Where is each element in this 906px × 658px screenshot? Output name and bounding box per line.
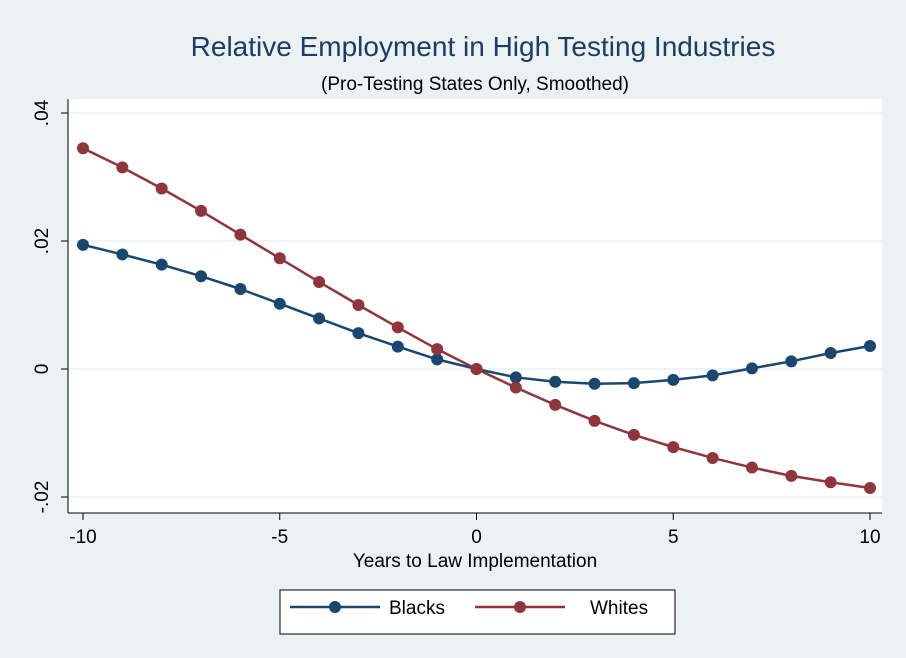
legend-marker-blacks: [329, 601, 341, 613]
legend: Blacks Whites: [279, 589, 676, 635]
x-tick-label: 0: [471, 527, 482, 548]
data-point-blacks: [785, 355, 798, 368]
data-point-whites: [116, 161, 129, 174]
x-tick-label: 10: [859, 527, 880, 548]
data-point-whites: [706, 451, 719, 464]
data-point-whites: [588, 414, 601, 427]
x-tick-label: -10: [69, 527, 96, 548]
data-point-blacks: [667, 373, 680, 386]
chart-title: Relative Employment in High Testing Indu…: [191, 31, 776, 62]
data-point-blacks: [313, 312, 326, 325]
data-point-whites: [273, 252, 286, 265]
data-point-blacks: [745, 362, 758, 375]
data-point-whites: [470, 363, 483, 375]
data-point-whites: [549, 398, 562, 411]
data-point-whites: [627, 428, 640, 441]
data-point-blacks: [77, 238, 89, 251]
data-point-blacks: [273, 297, 286, 310]
data-point-whites: [864, 482, 876, 495]
data-point-blacks: [234, 283, 247, 295]
data-point-whites: [431, 343, 444, 356]
data-point-whites: [785, 469, 798, 482]
data-point-blacks: [352, 327, 365, 340]
data-point-whites: [195, 204, 208, 217]
data-point-whites: [824, 476, 837, 489]
plot-area: [68, 99, 882, 513]
y-tick-label: 0: [32, 364, 53, 375]
legend-marker-whites: [514, 601, 526, 613]
data-point-blacks: [549, 375, 562, 388]
y-tick-label: -.02: [32, 481, 53, 514]
data-point-whites: [234, 228, 247, 241]
data-point-blacks: [431, 353, 444, 366]
data-point-whites: [391, 321, 404, 334]
y-tick-label: .02: [32, 228, 53, 254]
data-point-whites: [155, 182, 168, 195]
series-layer: [77, 142, 876, 495]
data-point-blacks: [824, 347, 837, 359]
data-point-whites: [352, 299, 365, 311]
data-point-blacks: [864, 339, 876, 352]
data-point-blacks: [155, 258, 168, 271]
x-tick-label: 5: [668, 527, 679, 548]
x-tick-label: -5: [271, 527, 288, 548]
legend-label-blacks: Blacks: [389, 598, 445, 619]
data-point-blacks: [195, 270, 208, 283]
y-axis-ticks: -.02 0 .02 .04: [32, 99, 68, 513]
data-point-whites: [667, 441, 680, 454]
data-point-blacks: [588, 377, 601, 390]
y-tick-label: .04: [32, 99, 53, 126]
x-axis-ticks: -10 -5 0 5 10: [69, 513, 881, 548]
data-point-blacks: [116, 248, 129, 261]
data-point-whites: [313, 275, 326, 288]
x-axis-label: Years to Law Implementation: [353, 551, 597, 572]
legend-label-whites: Whites: [590, 598, 648, 619]
data-point-blacks: [627, 377, 640, 390]
data-point-whites: [509, 381, 522, 394]
chart-subtitle: (Pro-Testing States Only, Smoothed): [321, 74, 629, 95]
data-point-blacks: [509, 371, 522, 384]
legend-box: [279, 589, 676, 635]
data-point-blacks: [391, 340, 404, 353]
data-point-whites: [77, 142, 89, 155]
data-point-whites: [745, 461, 758, 474]
data-point-blacks: [706, 369, 719, 382]
